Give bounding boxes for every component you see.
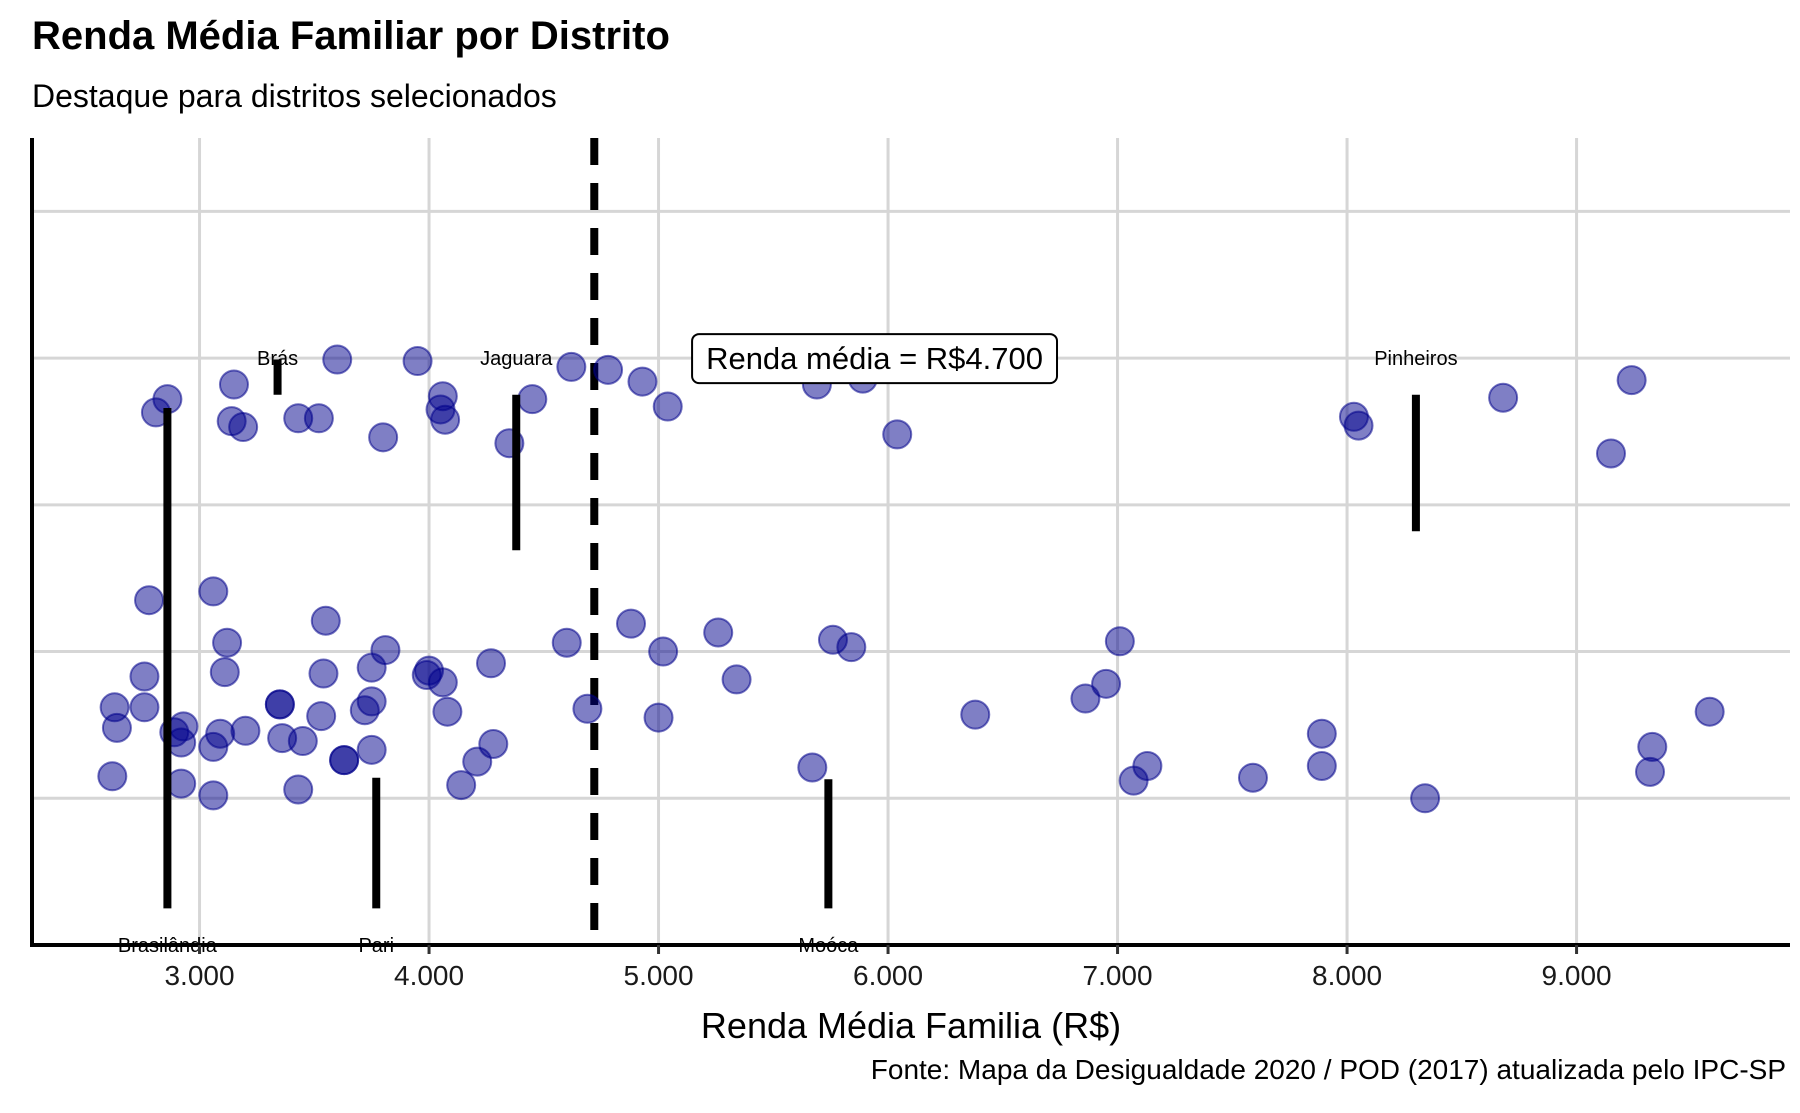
district-label: Jaguara bbox=[480, 348, 553, 370]
data-point bbox=[643, 702, 674, 733]
data-point bbox=[517, 384, 548, 415]
data-point bbox=[129, 692, 160, 723]
data-point bbox=[572, 693, 603, 724]
data-point bbox=[652, 391, 683, 422]
points-layer bbox=[97, 344, 1725, 814]
data-point bbox=[478, 728, 509, 759]
x-axis-title: Renda Média Familia (R$) bbox=[701, 1005, 1121, 1046]
data-point bbox=[1488, 382, 1519, 413]
data-point bbox=[1343, 410, 1374, 441]
data-point bbox=[1104, 626, 1135, 657]
x-tick-label: 8.000 bbox=[1312, 960, 1382, 991]
data-point bbox=[1306, 750, 1337, 781]
data-point bbox=[198, 780, 229, 811]
data-point bbox=[556, 351, 587, 382]
axis-layer: 3.000 4.000 5.000 6.000 7.000 8.000 9.000 Renda… bbox=[30, 138, 1790, 1046]
data-point bbox=[648, 636, 679, 667]
data-point bbox=[476, 648, 507, 679]
data-point bbox=[430, 404, 461, 435]
district-label: Brás bbox=[257, 348, 298, 370]
data-point bbox=[370, 635, 401, 666]
data-point bbox=[836, 632, 867, 663]
data-point bbox=[264, 689, 295, 720]
data-point bbox=[228, 412, 259, 443]
data-point bbox=[1091, 668, 1122, 699]
data-point bbox=[1306, 718, 1337, 749]
data-point bbox=[960, 699, 991, 730]
data-point bbox=[329, 745, 360, 776]
data-point bbox=[1132, 750, 1163, 781]
data-point bbox=[168, 711, 199, 742]
label-layer: BrásJaguaraPinheirosBrasilândiaPariMoóca… bbox=[118, 333, 1458, 957]
x-tick-label: 3.000 bbox=[164, 960, 234, 991]
mean-annotation-box bbox=[691, 333, 1059, 385]
data-point bbox=[703, 617, 734, 648]
data-point bbox=[101, 712, 132, 743]
x-tick-label: 7.000 bbox=[1083, 960, 1153, 991]
data-point bbox=[797, 752, 828, 783]
data-point bbox=[1237, 762, 1268, 793]
data-point bbox=[551, 627, 582, 658]
data-point bbox=[1595, 438, 1626, 469]
x-tick-label: 5.000 bbox=[624, 960, 694, 991]
data-point bbox=[356, 686, 387, 717]
data-point bbox=[882, 419, 913, 450]
data-point bbox=[721, 664, 752, 695]
data-point bbox=[306, 701, 337, 732]
data-point bbox=[627, 366, 658, 397]
data-point bbox=[446, 770, 477, 801]
data-point bbox=[432, 696, 463, 727]
data-point bbox=[1637, 731, 1668, 762]
data-point bbox=[230, 715, 261, 746]
x-tick-label: 4.000 bbox=[394, 960, 464, 991]
data-point bbox=[212, 627, 243, 658]
data-point bbox=[616, 608, 647, 639]
segment-layer bbox=[163, 359, 1420, 909]
data-point bbox=[356, 734, 387, 765]
data-point bbox=[310, 605, 341, 636]
data-point bbox=[593, 354, 624, 385]
data-point bbox=[205, 718, 236, 749]
chart-caption: Fonte: Mapa da Desigualdade 2020 / POD (… bbox=[870, 1054, 1786, 1085]
chart-title: Renda Média Familiar por Distrito bbox=[32, 14, 670, 58]
data-point bbox=[218, 369, 249, 400]
data-point bbox=[308, 658, 339, 689]
district-label: Pinheiros bbox=[1374, 348, 1457, 370]
data-point bbox=[322, 344, 353, 375]
data-point bbox=[134, 585, 165, 616]
data-point bbox=[97, 761, 128, 792]
x-tick-label: 9.000 bbox=[1542, 960, 1612, 991]
data-point bbox=[303, 403, 334, 434]
data-point bbox=[1635, 756, 1666, 787]
data-point bbox=[1694, 696, 1725, 727]
data-point bbox=[427, 667, 458, 698]
data-point bbox=[283, 774, 314, 805]
data-point bbox=[129, 661, 160, 692]
chart-subtitle: Destaque para distritos selecionados bbox=[32, 78, 557, 114]
data-point bbox=[368, 422, 399, 453]
data-point bbox=[287, 726, 318, 757]
data-point bbox=[209, 657, 240, 688]
data-point bbox=[402, 346, 433, 377]
grid-layer bbox=[32, 138, 1790, 945]
data-point bbox=[1616, 365, 1647, 396]
data-point bbox=[198, 576, 229, 607]
data-point bbox=[1070, 683, 1101, 714]
mean-annotation-label: Renda média = R$4.700 bbox=[706, 341, 1043, 376]
x-tick-label: 6.000 bbox=[853, 960, 923, 991]
data-point bbox=[1410, 783, 1441, 814]
